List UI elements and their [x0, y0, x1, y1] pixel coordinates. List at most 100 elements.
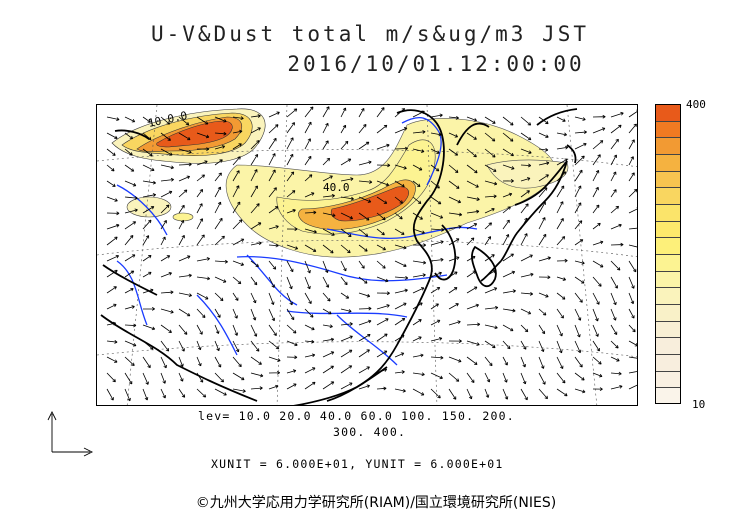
wind-arrow — [556, 372, 566, 384]
wind-arrow — [160, 204, 170, 214]
wind-arrow — [448, 388, 457, 400]
wind-arrow — [214, 201, 222, 214]
colorbar-segment — [656, 138, 680, 155]
wind-arrow — [250, 127, 261, 134]
wind-arrow — [502, 270, 516, 278]
wind-arrow — [574, 276, 585, 284]
wind-arrow — [196, 340, 202, 351]
wind-arrow — [268, 370, 281, 375]
wind-arrow — [124, 388, 131, 402]
wind-arrow — [520, 163, 532, 168]
wind-arrow — [304, 210, 317, 215]
wind-arrow — [124, 287, 134, 294]
wind-arrow — [412, 372, 425, 377]
wind-arrow — [340, 228, 352, 238]
wind-arrow — [358, 228, 369, 237]
wind-arrow — [358, 180, 373, 184]
wind-arrow — [628, 276, 635, 289]
wind-arrow — [286, 324, 297, 334]
wind-arrow — [502, 179, 514, 183]
wind-arrow — [556, 324, 563, 337]
wind-arrow — [160, 308, 174, 314]
wind-arrow — [214, 217, 223, 230]
colorbar-segment — [656, 121, 680, 139]
wind-arrow — [124, 234, 134, 246]
wind-arrow — [430, 271, 442, 278]
wind-arrow — [322, 260, 329, 273]
dust-blob-small — [172, 212, 194, 222]
wind-arrow — [250, 114, 261, 118]
wind-arrow — [196, 292, 209, 300]
wind-arrow — [358, 196, 372, 203]
colorbar-segment — [656, 154, 680, 172]
wind-arrow — [430, 355, 444, 360]
wind-arrow — [484, 148, 496, 158]
dust-map-panel: 10 0.0 40.0 — [96, 104, 638, 406]
wind-arrow — [610, 260, 621, 271]
wind-arrow — [466, 270, 477, 278]
wind-arrow — [340, 196, 354, 201]
wind-arrow — [232, 308, 238, 319]
wind-arrow — [610, 205, 620, 214]
wind-arrow — [178, 324, 188, 335]
wind-arrow — [214, 292, 224, 302]
wind-arrow — [106, 116, 120, 121]
wind-arrow — [628, 340, 637, 347]
wind-arrow — [250, 372, 264, 378]
wind-arrow — [250, 241, 262, 246]
wind-arrow — [592, 260, 604, 268]
wind-arrow — [466, 372, 475, 384]
wind-arrow — [106, 372, 116, 383]
wind-arrow — [250, 324, 258, 337]
wind-arrow — [628, 227, 637, 230]
colorbar-min-label: 10 — [692, 398, 706, 411]
wind-arrow — [304, 276, 311, 290]
wind-arrow — [538, 116, 549, 125]
wind-arrow — [484, 305, 499, 310]
wind-arrow — [178, 116, 190, 126]
wind-arrow — [358, 333, 371, 342]
wind-arrow — [196, 203, 203, 214]
wind-arrow — [322, 212, 336, 218]
wind-arrow — [124, 270, 135, 278]
wind-arrow — [322, 106, 330, 118]
wind-arrow — [160, 290, 174, 295]
wind-arrow — [340, 308, 352, 313]
wind-arrow — [412, 130, 426, 134]
wind-arrow — [232, 219, 243, 230]
wind-arrow — [430, 240, 444, 246]
wind-arrow — [520, 272, 534, 278]
wind-arrow — [538, 233, 547, 246]
wind-arrow — [160, 190, 173, 198]
wind-arrow — [574, 116, 586, 121]
wind-arrow — [322, 324, 333, 329]
wind-arrow — [232, 129, 243, 134]
wind-arrow — [484, 116, 496, 124]
wind-arrow — [394, 288, 408, 294]
wind-arrow — [520, 388, 528, 401]
wind-arrow — [250, 260, 259, 268]
wind-arrow — [376, 163, 391, 168]
wind-arrow — [412, 212, 423, 220]
wind-arrow — [430, 212, 444, 219]
colorbar-segment — [656, 354, 680, 372]
colorbar-segment — [656, 388, 680, 403]
wind-arrow — [268, 340, 280, 350]
wind-arrow — [484, 207, 495, 214]
wind-arrow — [466, 303, 480, 310]
wind-arrow — [574, 202, 582, 214]
wind-arrow — [430, 336, 443, 342]
wind-arrow — [214, 308, 221, 318]
wind-arrow — [448, 287, 458, 294]
wind-arrow — [250, 386, 263, 391]
wind-arrow — [196, 276, 211, 281]
wind-arrow — [178, 162, 192, 167]
wind-arrow — [520, 340, 527, 350]
wind-arrow — [286, 153, 294, 166]
wind-arrow — [160, 236, 166, 246]
wind-arrow — [394, 302, 407, 310]
wind-arrow — [610, 324, 618, 336]
wind-arrow — [232, 238, 245, 246]
wind-arrow — [484, 236, 492, 246]
wind-arrow — [376, 212, 386, 221]
